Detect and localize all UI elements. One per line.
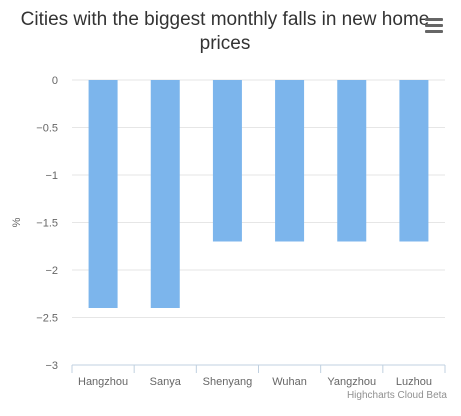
y-tick-label: −2 — [45, 265, 58, 277]
y-tick-label: −1.5 — [36, 218, 58, 230]
credits-text[interactable]: Highcharts Cloud Beta — [346, 390, 447, 401]
x-tick-label: Yangzhou — [327, 376, 376, 388]
bar-shenyang[interactable] — [212, 80, 242, 242]
x-tick-label: Sanya — [150, 376, 182, 388]
y-tick-label: −0.5 — [36, 123, 58, 135]
y-tick-label: 0 — [52, 75, 58, 87]
y-tick-label: −2.5 — [36, 313, 58, 325]
y-axis-title: % — [11, 217, 23, 227]
x-tick-label: Hangzhou — [78, 376, 128, 388]
chart-title: Cities with the biggest monthly falls in… — [20, 9, 430, 54]
bar-wuhan[interactable] — [275, 80, 305, 242]
x-tick-label: Shenyang — [203, 376, 253, 388]
hamburger-menu-icon[interactable] — [425, 18, 443, 34]
grid-lines — [72, 79, 445, 366]
bars — [88, 80, 429, 308]
y-tick-label: −1 — [45, 170, 58, 182]
y-axis-ticks: 0 −0.5 −1 −1.5 −2 −2.5 −3 — [36, 75, 58, 372]
bar-hangzhou[interactable] — [88, 80, 118, 308]
x-tick-label: Wuhan — [272, 376, 307, 388]
bar-luzhou[interactable] — [399, 80, 429, 242]
x-axis-ticks: Hangzhou Sanya Shenyang Wuhan Yangzhou Luzhou — [71, 365, 446, 388]
y-tick-label: −3 — [45, 360, 58, 372]
bar-yangzhou[interactable] — [337, 80, 367, 242]
bar-sanya[interactable] — [150, 80, 180, 308]
x-tick-label: Luzhou — [396, 376, 432, 388]
